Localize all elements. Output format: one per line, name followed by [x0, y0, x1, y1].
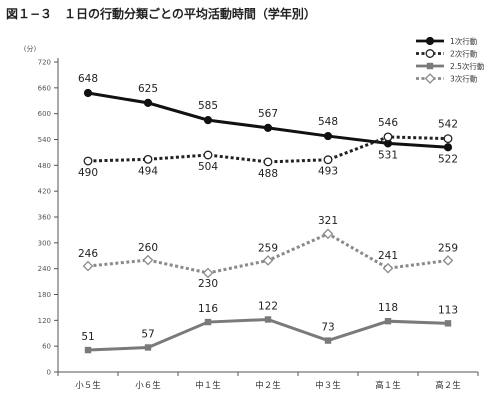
- data-label: 116: [198, 303, 218, 315]
- series-3: [84, 316, 452, 354]
- data-point: [203, 150, 213, 160]
- data-label: 522: [438, 153, 458, 165]
- data-label: 122: [258, 300, 278, 312]
- legend-entry: 3次行動: [416, 73, 478, 84]
- data-label: 567: [258, 108, 278, 120]
- legend-entry: 1次行動: [416, 36, 478, 46]
- data-point: [444, 320, 452, 327]
- data-label: 625: [138, 83, 158, 95]
- x-tick-label: 高１生: [375, 380, 401, 391]
- data-point: [202, 267, 214, 279]
- series-4: [82, 228, 454, 279]
- data-point: [203, 116, 213, 125]
- x-tick-label: 高２生: [435, 380, 461, 391]
- data-label: 118: [378, 302, 398, 314]
- data-point: [383, 132, 393, 142]
- legend-marker: [425, 36, 435, 46]
- data-label: 113: [438, 304, 458, 316]
- legend-label: 2.5次行動: [450, 61, 485, 71]
- data-point: [142, 254, 154, 266]
- x-tick-label: 中３生: [315, 380, 341, 391]
- data-label: 504: [198, 161, 218, 173]
- data-label: 494: [138, 165, 158, 177]
- data-point: [322, 228, 334, 240]
- x-tick-label: 小６生: [135, 380, 161, 391]
- y-tick-label: 480: [38, 162, 51, 170]
- data-label: 585: [198, 100, 218, 112]
- data-point: [143, 154, 153, 164]
- legend-marker: [424, 73, 436, 84]
- data-label: 73: [321, 322, 334, 334]
- data-label: 546: [378, 117, 398, 129]
- y-tick-label: 660: [38, 84, 51, 92]
- y-tick-label: 540: [38, 136, 51, 144]
- x-tick-label: 小５生: [75, 380, 101, 391]
- y-tick-label: 720: [38, 59, 51, 67]
- y-axis-unit: (分): [24, 44, 37, 53]
- chart-title: 図１−３ １日の行動分類ごとの平均活動時間（学年別）: [6, 6, 316, 21]
- series-layer: [82, 88, 454, 354]
- y-tick-label: 240: [38, 265, 51, 273]
- x-tick-label: 中１生: [195, 380, 221, 391]
- legend-marker: [425, 49, 435, 58]
- data-point: [204, 318, 212, 326]
- data-point: [443, 143, 453, 152]
- data-point: [144, 344, 152, 351]
- y-tick-label: 60: [42, 343, 51, 351]
- data-point: [263, 123, 273, 132]
- data-point: [84, 346, 92, 354]
- data-point: [264, 316, 272, 323]
- data-point: [323, 155, 333, 165]
- data-labels: 648 625 585 567 548 531 522 490 494 504 488 493 546 5…: [78, 73, 458, 343]
- data-point: [83, 156, 93, 166]
- legend-label: 2次行動: [450, 48, 478, 58]
- data-point: [384, 317, 392, 325]
- legend-marker: [426, 62, 434, 70]
- data-point: [323, 131, 333, 141]
- data-point: [443, 134, 453, 144]
- data-label: 241: [378, 250, 398, 262]
- data-label: 490: [78, 167, 98, 179]
- data-point: [324, 337, 332, 344]
- y-tick-label: 180: [38, 291, 51, 299]
- legend-entry: 2.5次行動: [416, 61, 485, 71]
- y-tick-label: 300: [38, 239, 51, 247]
- data-label: 488: [258, 168, 278, 180]
- y-tick-label: 360: [38, 214, 51, 222]
- y-tick-label: 600: [38, 110, 51, 118]
- data-label: 259: [258, 242, 278, 254]
- data-label: 260: [138, 242, 158, 254]
- data-label: 542: [438, 119, 458, 131]
- y-tick-label: 0: [47, 369, 51, 377]
- data-point: [382, 262, 394, 274]
- data-label: 321: [318, 215, 338, 227]
- data-label: 648: [78, 73, 98, 85]
- data-label: 57: [141, 328, 154, 340]
- legend-label: 1次行動: [450, 36, 478, 46]
- data-label: 230: [198, 278, 218, 290]
- data-label: 493: [318, 166, 338, 178]
- legend: 1次行動 2次行動 2.5次行動 3次行動: [416, 36, 485, 84]
- series-2: [83, 132, 453, 167]
- data-point: [263, 157, 273, 167]
- legend-label: 3次行動: [450, 73, 478, 83]
- data-label: 548: [318, 116, 338, 128]
- data-point: [82, 260, 94, 272]
- y-tick-label: 420: [38, 188, 51, 196]
- legend-entry: 2次行動: [416, 48, 478, 58]
- data-point: [143, 98, 153, 108]
- series-1: [83, 88, 453, 152]
- axes: 0 60 120 180 240 300 360 420 480 540 600 660 720 小５生 小…: [38, 58, 479, 391]
- data-label: 259: [438, 242, 458, 254]
- x-tick-label: 中２生: [255, 380, 281, 391]
- data-label: 531: [378, 149, 398, 161]
- data-point: [83, 88, 93, 98]
- y-tick-label: 120: [38, 317, 51, 325]
- data-point: [442, 255, 454, 266]
- data-point: [262, 255, 274, 266]
- data-label: 51: [81, 331, 94, 343]
- data-label: 246: [78, 248, 98, 260]
